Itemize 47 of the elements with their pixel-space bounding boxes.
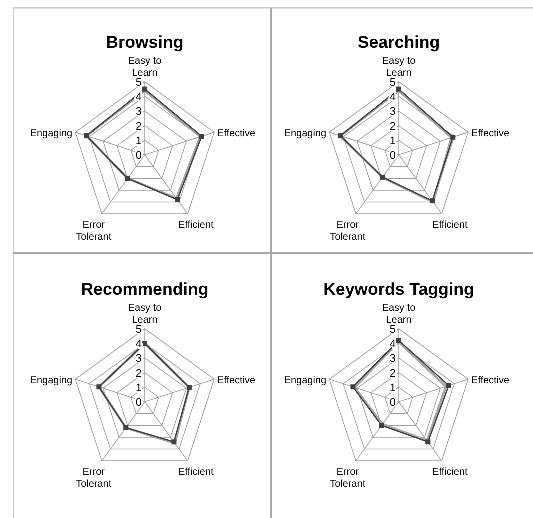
y-tick-label: 2 xyxy=(390,120,396,133)
spoke-label: Efficient xyxy=(178,467,214,478)
spoke-label: Easy to Learn xyxy=(128,56,162,79)
spoke-label: Efficient xyxy=(432,467,468,478)
spoke-label: Effective xyxy=(217,375,256,386)
y-tick-label: 3 xyxy=(136,353,142,366)
y-tick-label: 2 xyxy=(136,368,142,380)
spoke-label: Engaging xyxy=(284,128,327,140)
y-tick-label: 3 xyxy=(390,106,396,118)
spoke-label: Error Tolerant xyxy=(76,467,112,490)
spoke-label: Effective xyxy=(217,128,256,140)
y-tick-label: 2 xyxy=(390,368,396,380)
chart-title: Searching xyxy=(358,33,440,52)
y-tick-label: 1 xyxy=(390,382,396,394)
chart-title: Keywords Tagging xyxy=(324,280,474,299)
spoke-label: Easy to Learn xyxy=(382,303,416,326)
y-tick-label: 5 xyxy=(390,324,396,336)
y-tick-label: 4 xyxy=(136,92,142,104)
y-tick-label: 2 xyxy=(136,120,142,133)
y-tick-label: 5 xyxy=(136,77,142,89)
chart-title: Recommending xyxy=(81,280,209,299)
spoke-label: Error Tolerant xyxy=(76,220,112,244)
y-tick-label: 4 xyxy=(390,92,396,104)
chart-title: Browsing xyxy=(106,33,184,52)
y-tick-label: 1 xyxy=(390,135,396,148)
y-tick-label: 1 xyxy=(136,135,142,148)
y-tick-label: 1 xyxy=(136,382,142,394)
spoke-label: Engaging xyxy=(30,375,73,386)
spoke-label: Easy to Learn xyxy=(128,303,162,326)
spoke-label: Easy to Learn xyxy=(382,56,416,79)
y-tick-label: 0 xyxy=(390,397,396,409)
y-tick-label: 3 xyxy=(136,106,142,118)
y-tick-label: 0 xyxy=(136,397,142,409)
spoke-label: Effective xyxy=(471,128,510,140)
y-tick-label: 0 xyxy=(136,150,142,162)
y-tick-label: 4 xyxy=(136,338,142,351)
spoke-label: Effective xyxy=(471,375,510,386)
y-tick-label: 5 xyxy=(136,324,142,336)
y-tick-label: 3 xyxy=(390,353,396,366)
spoke-label: Engaging xyxy=(284,375,327,386)
y-tick-label: 5 xyxy=(390,77,396,89)
spoke-label: Error Tolerant xyxy=(330,220,366,244)
spoke-label: Efficient xyxy=(432,220,468,232)
spoke-label: Efficient xyxy=(178,220,214,232)
spoke-label: Error Tolerant xyxy=(330,467,366,490)
spoke-label: Engaging xyxy=(30,128,73,140)
y-tick-label: 0 xyxy=(390,150,396,162)
